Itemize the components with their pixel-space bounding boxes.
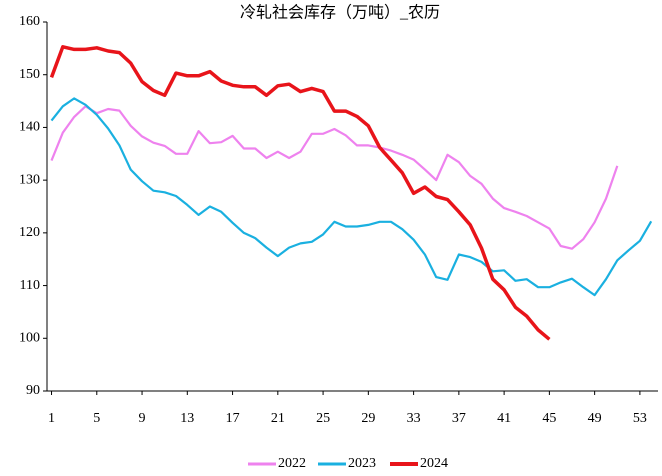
y-tick-label: 120 bbox=[19, 225, 40, 240]
y-tick-label: 150 bbox=[19, 67, 40, 82]
series-line bbox=[49, 45, 551, 341]
x-tick-label: 25 bbox=[316, 411, 330, 426]
x-tick-label: 17 bbox=[226, 411, 240, 426]
series-line bbox=[50, 105, 619, 250]
series-line bbox=[50, 97, 653, 297]
x-tick-label: 33 bbox=[407, 411, 421, 426]
y-tick-label: 140 bbox=[19, 120, 40, 135]
x-tick-label: 1 bbox=[48, 411, 55, 426]
y-tick-label: 100 bbox=[19, 331, 40, 346]
x-tick-label: 41 bbox=[497, 411, 511, 426]
x-tick-label: 21 bbox=[271, 411, 285, 426]
y-tick-label: 110 bbox=[20, 278, 40, 293]
x-tick-label: 37 bbox=[452, 411, 466, 426]
chart-title: 冷轧社会库存（万吨）_农历 bbox=[240, 4, 440, 22]
x-tick-label: 29 bbox=[361, 411, 375, 426]
x-tick-label: 45 bbox=[542, 411, 556, 426]
legend-label: 2023 bbox=[348, 456, 376, 471]
y-tick-label: 90 bbox=[26, 383, 40, 398]
legend-label: 2024 bbox=[420, 456, 448, 471]
y-tick-label: 160 bbox=[19, 14, 40, 29]
x-tick-label: 9 bbox=[139, 411, 146, 426]
x-tick-label: 5 bbox=[93, 411, 100, 426]
x-tick-label: 13 bbox=[180, 411, 194, 426]
x-tick-label: 49 bbox=[588, 411, 602, 426]
x-tick-label: 53 bbox=[633, 411, 647, 426]
y-tick-label: 130 bbox=[19, 172, 40, 187]
legend-label: 2022 bbox=[278, 456, 306, 471]
